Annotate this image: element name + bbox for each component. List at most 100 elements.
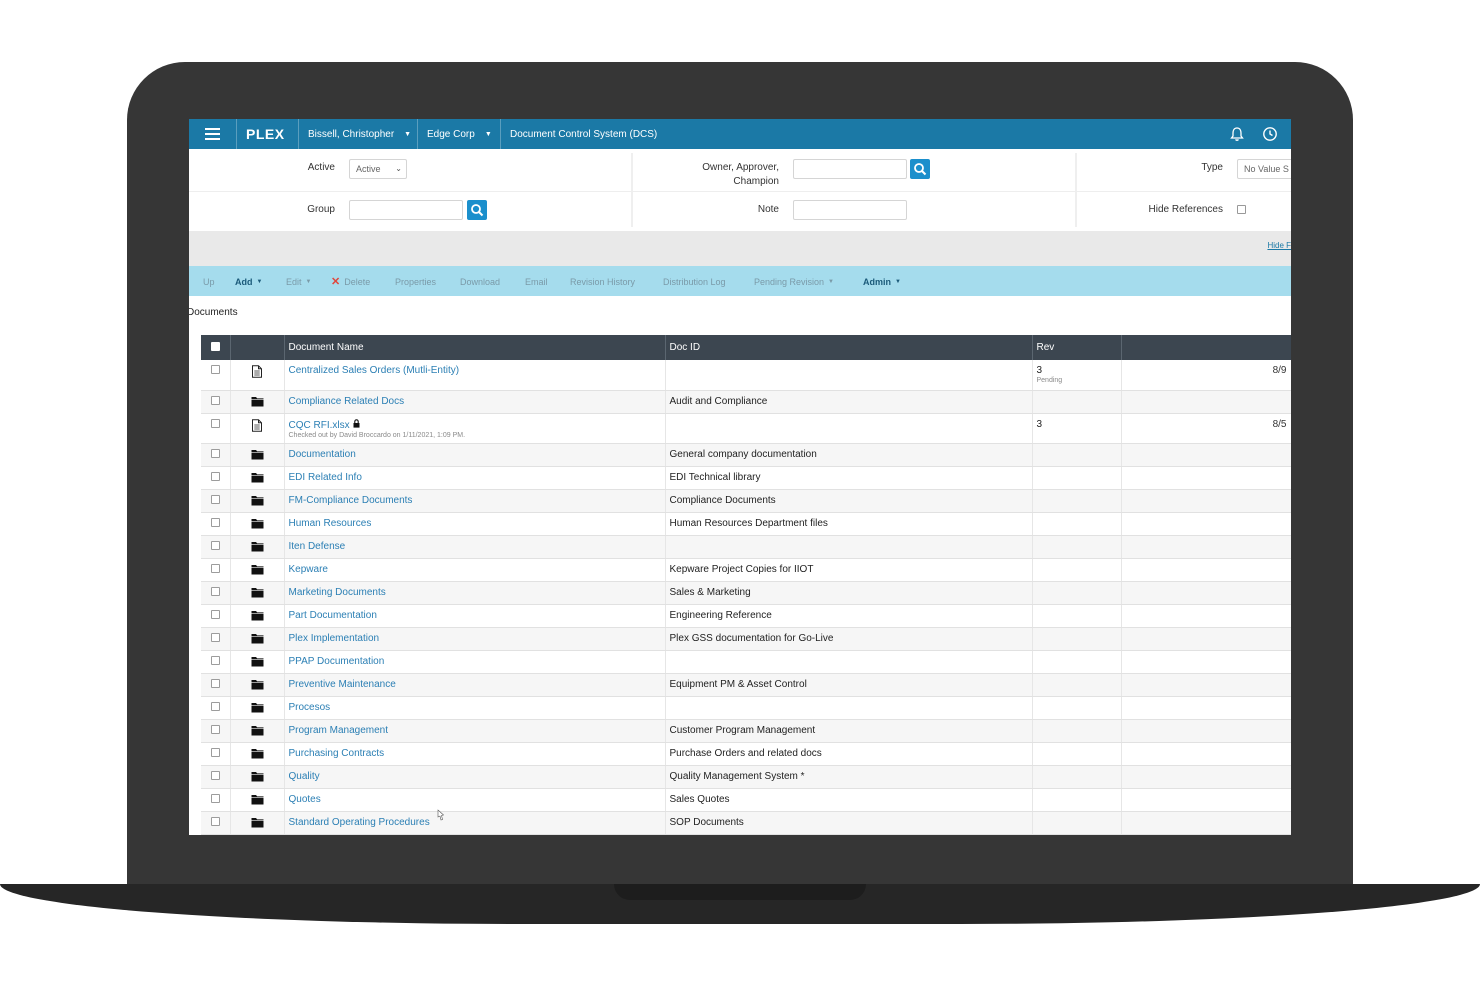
table-row[interactable]: Plex Implementation Plex GSS documentatio… [201, 627, 1291, 651]
document-name-cell: EDI Related Info [284, 466, 666, 490]
document-name-link[interactable]: Standard Operating Procedures [288, 816, 430, 828]
table-row[interactable]: Iten Defense [201, 535, 1291, 559]
row-checkbox[interactable] [210, 586, 220, 596]
row-checkbox[interactable] [210, 678, 220, 688]
row-icon-cell [230, 765, 285, 789]
group-input[interactable] [349, 200, 463, 220]
document-name-header[interactable]: Document Name [284, 335, 666, 360]
table-row[interactable]: Procesos [201, 696, 1291, 720]
properties-button[interactable]: Properties [395, 277, 437, 287]
row-checkbox[interactable] [210, 365, 220, 374]
table-row[interactable]: Purchasing Contracts Purchase Orders and … [201, 742, 1291, 766]
hide-references-checkbox[interactable] [1237, 205, 1246, 214]
active-select[interactable]: Active ⌄ [349, 159, 407, 179]
group-search-button[interactable] [467, 200, 487, 220]
table-row[interactable]: Marketing Documents Sales & Marketing [201, 581, 1291, 605]
type-select[interactable]: No Value S [1237, 159, 1291, 179]
table-row[interactable]: Quality Quality Management System * [201, 765, 1291, 789]
note-input[interactable] [793, 200, 907, 220]
table-row[interactable]: FM-Compliance Documents Compliance Docume… [201, 489, 1291, 513]
document-name-link[interactable]: Marketing Documents [288, 586, 386, 598]
table-row[interactable]: Human Resources Human Resources Departmen… [201, 512, 1291, 536]
pending-revision-menu-button[interactable]: Pending Revision ▼ [754, 277, 834, 287]
document-name-link[interactable]: Quality [288, 770, 320, 782]
add-menu-button[interactable]: Add ▼ [235, 277, 263, 287]
document-name-link[interactable]: CQC RFI.xlsx [288, 419, 350, 431]
document-name-link[interactable]: Procesos [288, 701, 331, 713]
document-name-link[interactable]: Iten Defense [288, 540, 346, 552]
hide-filters-link[interactable]: Hide F [1267, 241, 1291, 250]
up-button[interactable]: Up [203, 277, 215, 287]
table-row[interactable]: CQC RFI.xlsx Checked out by David Broccar… [201, 413, 1291, 444]
table-row[interactable]: Standard Operating Procedures SOP Documen… [201, 811, 1291, 835]
email-button[interactable]: Email [525, 277, 548, 287]
document-name-link[interactable]: Compliance Related Docs [288, 395, 405, 407]
table-row[interactable]: Centralized Sales Orders (Mutli-Entity) 3… [201, 360, 1291, 391]
document-name-link[interactable]: Plex Implementation [288, 632, 380, 644]
row-checkbox[interactable] [210, 448, 220, 458]
document-name-link[interactable]: Program Management [288, 724, 389, 736]
row-checkbox[interactable] [210, 793, 220, 803]
row-checkbox[interactable] [210, 517, 220, 527]
row-checkbox[interactable] [210, 471, 220, 481]
row-checkbox[interactable] [210, 724, 220, 734]
rev-header[interactable]: Rev [1032, 335, 1122, 360]
distribution-log-button[interactable]: Distribution Log [663, 277, 726, 287]
table-row[interactable]: Preventive Maintenance Equipment PM & Ass… [201, 673, 1291, 697]
row-checkbox[interactable] [210, 747, 220, 757]
row-checkbox[interactable] [210, 816, 220, 826]
document-name-link[interactable]: EDI Related Info [288, 471, 362, 483]
hamburger-menu-icon[interactable] [205, 128, 220, 140]
row-checkbox[interactable] [210, 632, 220, 642]
row-checkbox[interactable] [210, 609, 220, 619]
document-name-link[interactable]: Part Documentation [288, 609, 377, 621]
document-name-link[interactable]: Centralized Sales Orders (Mutli-Entity) [288, 365, 460, 376]
document-name-link[interactable]: FM-Compliance Documents [288, 494, 413, 506]
rev-cell [1032, 581, 1122, 605]
row-checkbox[interactable] [210, 395, 220, 405]
document-name-link[interactable]: PPAP Documentation [288, 655, 385, 667]
row-checkbox[interactable] [210, 563, 220, 573]
table-row[interactable]: Part Documentation Engineering Reference [201, 604, 1291, 628]
notification-bell-icon[interactable] [1229, 126, 1245, 142]
doc-id-cell [665, 650, 1033, 674]
document-name-link[interactable]: Kepware [288, 563, 328, 575]
delete-button[interactable]: ✕ Delete [331, 276, 371, 288]
row-checkbox-cell [201, 742, 231, 766]
document-name-link[interactable]: Documentation [288, 448, 356, 460]
admin-menu-button[interactable]: Admin ▼ [863, 277, 901, 287]
owner-search-button[interactable] [910, 159, 930, 179]
doc-id-header[interactable]: Doc ID [665, 335, 1033, 360]
edit-menu-button[interactable]: Edit ▼ [286, 277, 312, 287]
table-row[interactable]: Quotes Sales Quotes [201, 788, 1291, 812]
row-checkbox[interactable] [210, 418, 220, 428]
table-row[interactable]: Compliance Related Docs Audit and Complia… [201, 390, 1291, 414]
document-name-link[interactable]: Purchasing Contracts [288, 747, 385, 759]
row-checkbox[interactable] [210, 770, 220, 780]
document-name-cell: Compliance Related Docs [284, 390, 666, 414]
folder-icon [251, 748, 264, 762]
row-icon-cell [230, 811, 285, 835]
table-row[interactable]: Kepware Kepware Project Copies for IIOT [201, 558, 1291, 582]
download-button[interactable]: Download [460, 277, 501, 287]
clock-history-icon[interactable] [1262, 126, 1278, 142]
select-all-checkbox[interactable] [210, 341, 220, 351]
row-checkbox[interactable] [210, 494, 220, 504]
logo-segment: PLEX [237, 119, 299, 149]
document-name-link[interactable]: Quotes [288, 793, 321, 805]
row-checkbox[interactable] [210, 655, 220, 665]
document-name-link[interactable]: Preventive Maintenance [288, 678, 396, 690]
user-dropdown[interactable]: Bissell, Christopher ▼ [299, 119, 418, 149]
document-name-link[interactable]: Human Resources [288, 517, 372, 529]
revision-history-button[interactable]: Revision History [570, 277, 636, 287]
company-dropdown[interactable]: Edge Corp ▼ [418, 119, 501, 149]
table-row[interactable]: PPAP Documentation [201, 650, 1291, 674]
row-checkbox[interactable] [210, 701, 220, 711]
table-row[interactable]: Program Management Customer Program Manag… [201, 719, 1291, 743]
row-icon-cell [230, 512, 285, 536]
date-cell [1121, 489, 1291, 513]
table-row[interactable]: Documentation General company documentati… [201, 443, 1291, 467]
table-row[interactable]: EDI Related Info EDI Technical library [201, 466, 1291, 490]
row-checkbox[interactable] [210, 540, 220, 550]
owner-input[interactable] [793, 159, 907, 179]
